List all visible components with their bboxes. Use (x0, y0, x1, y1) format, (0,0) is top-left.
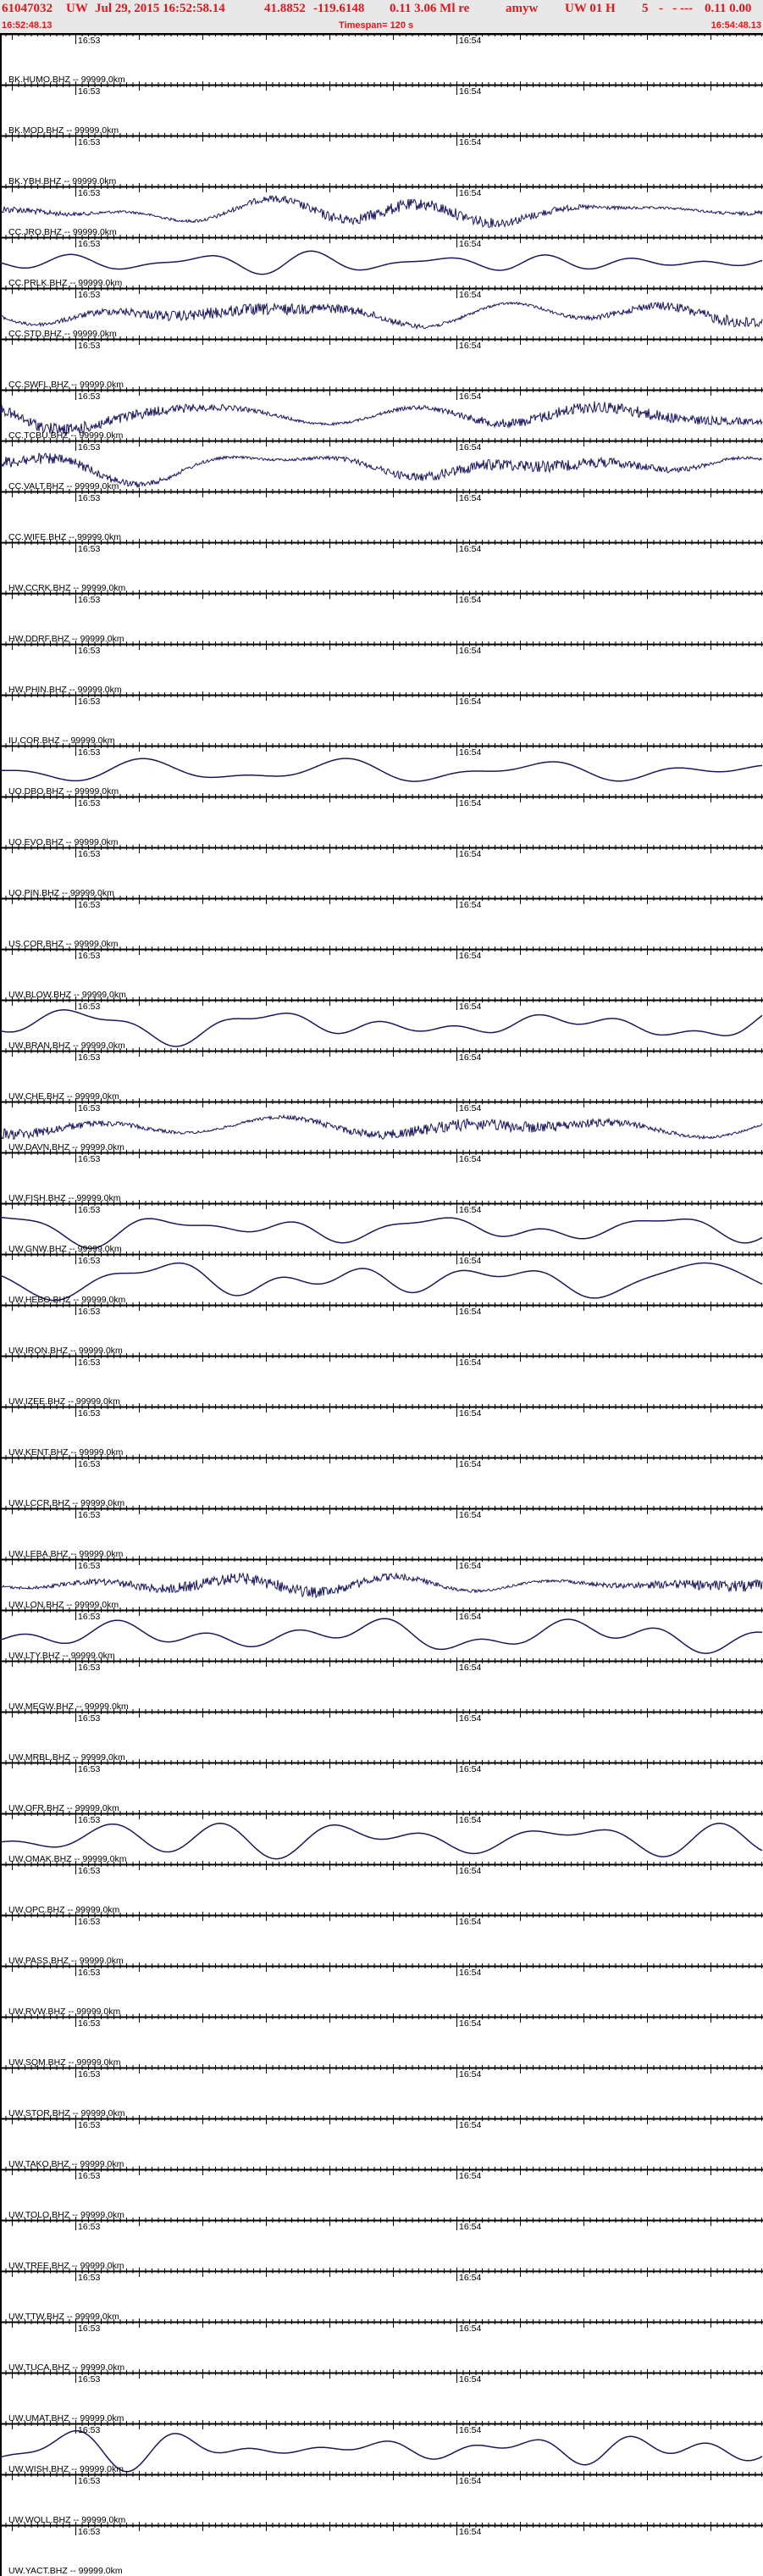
event-id: 61047032 (2, 2, 53, 15)
channel-panel (0, 1200, 763, 1249)
channel-panel (0, 590, 763, 603)
seismic-trace (0, 301, 763, 330)
channel-panel (0, 1759, 763, 1773)
channel-panel (0, 234, 763, 275)
channel-panel (0, 997, 763, 1047)
flags: - - --- (659, 2, 693, 15)
event-header: 61047032 UW Jul 29, 2015 16:52:58.14 41.… (0, 0, 763, 34)
channel-panel (0, 1607, 763, 1654)
channel-panel (0, 1403, 763, 1417)
event-network: UW (66, 2, 88, 15)
channel-panel (0, 691, 763, 705)
traces-canvas (0, 34, 763, 2576)
origin-time: Jul 29, 2015 16:52:58.14 (95, 2, 225, 15)
seismic-trace (0, 1823, 763, 1860)
channel-panel (0, 1098, 763, 1141)
channel-panel (0, 1454, 763, 1468)
seismic-trace (0, 1216, 763, 1249)
channel-panel (0, 793, 763, 807)
channel-panel (0, 1302, 763, 1315)
timespan: Timespan= 120 s (339, 20, 414, 31)
channel-panel (0, 1505, 763, 1518)
channel-panel (0, 1708, 763, 1722)
channel-panel (0, 183, 763, 228)
channel-panel (0, 336, 763, 349)
seismic-trace (0, 1262, 763, 1302)
source: UW 01 H (565, 2, 616, 15)
channel-panel (0, 1352, 763, 1366)
channel-panel (0, 1912, 763, 1925)
channel-panel (0, 539, 763, 552)
seismic-trace (0, 1113, 763, 1141)
channel-panel (0, 946, 763, 959)
channel-panel (0, 81, 763, 95)
seismic-trace (0, 195, 763, 228)
seismic-trace (0, 250, 763, 275)
channel-panel (0, 1556, 763, 1599)
seismogram-panels: 16:53 16:54 BK.HUMO.BHZ -- 99999.0km 16:53 1… (0, 34, 763, 2576)
seismic-trace (0, 758, 763, 782)
seismic-trace (0, 1009, 763, 1047)
seismic-trace (0, 1572, 763, 1599)
magnitude-info: 0.11 3.06 Ml re (390, 2, 470, 15)
channel-panel (0, 1861, 763, 1874)
channel-panel (0, 2064, 763, 2078)
channel-panel (0, 1149, 763, 1163)
channel-panel (0, 488, 763, 502)
latitude: 41.8852 (264, 2, 306, 15)
channel-panel (0, 34, 763, 44)
channel-panel (0, 1810, 763, 1860)
channel-panel (0, 2013, 763, 2027)
seismic-trace (0, 401, 763, 437)
start-time: 16:52:48.13 (2, 20, 53, 31)
channel-panel (0, 1657, 763, 1671)
channel-panel (0, 1963, 763, 1976)
count: 5 (642, 2, 649, 15)
channel-panel (0, 132, 763, 146)
channel-panel (0, 742, 763, 782)
seismic-trace (0, 1618, 763, 1654)
channel-panel (0, 844, 763, 858)
channel-panel (0, 895, 763, 908)
channel-panel (0, 1251, 763, 1302)
channel-panel (0, 641, 763, 654)
channel-panel (0, 437, 763, 489)
channel-panel (0, 386, 763, 437)
channel-panel (0, 1047, 763, 1061)
channel-panel (0, 285, 763, 330)
end-time: 16:54:48.13 (710, 20, 761, 31)
analyst: amyw (506, 2, 539, 15)
seismic-trace (0, 452, 763, 489)
longitude: -119.6148 (313, 2, 365, 15)
values: 0.11 0.00 (705, 2, 752, 15)
